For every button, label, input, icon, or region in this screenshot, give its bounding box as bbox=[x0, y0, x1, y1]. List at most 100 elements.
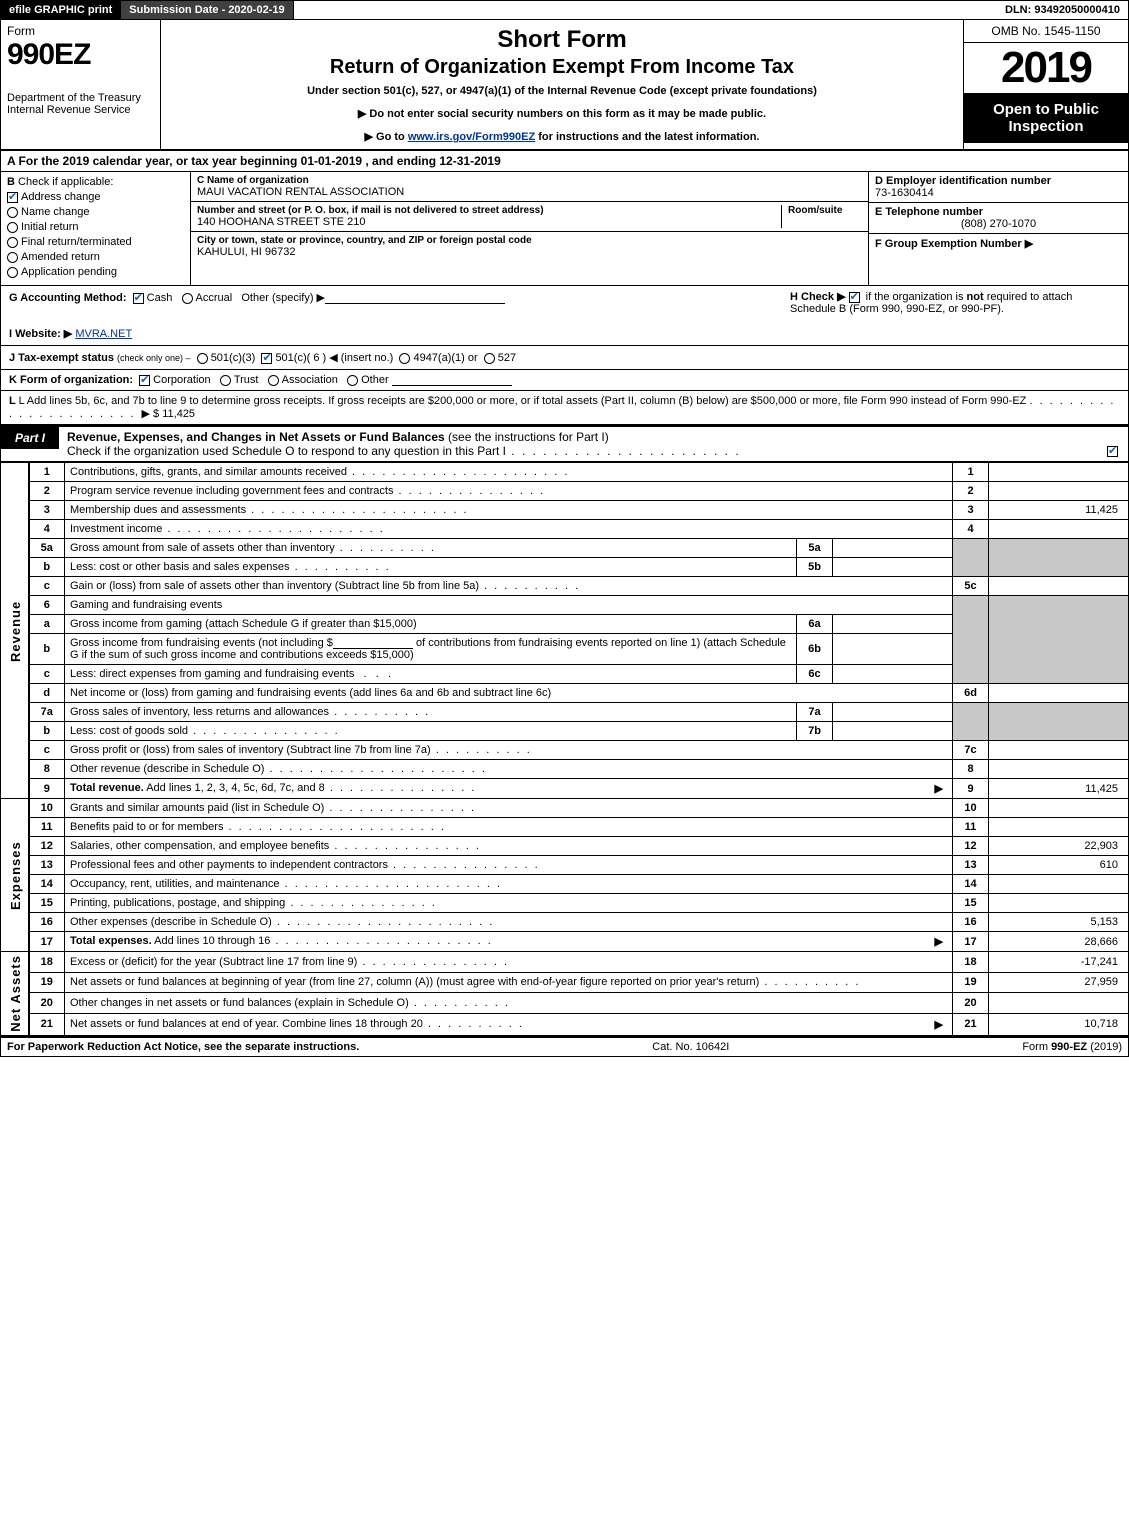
line-desc-text: Gain or (loss) from sale of assets other… bbox=[70, 580, 479, 592]
line-desc-text: Net assets or fund balances at beginning… bbox=[70, 976, 759, 988]
checkbox-h-schedule-b[interactable] bbox=[849, 292, 860, 303]
line-desc-bold: Total revenue. bbox=[70, 782, 144, 794]
checkbox-4947[interactable] bbox=[399, 353, 410, 364]
line-18-desc: Excess or (deficit) for the year (Subtra… bbox=[65, 952, 953, 973]
omb-number: OMB No. 1545-1150 bbox=[964, 20, 1128, 43]
checkbox-corporation[interactable] bbox=[139, 375, 150, 386]
line-13: 13 Professional fees and other payments … bbox=[1, 856, 1129, 875]
line-7c: c Gross profit or (loss) from sales of i… bbox=[1, 741, 1129, 760]
line-desc-text: Other expenses (describe in Schedule O) bbox=[70, 916, 272, 928]
page-footer: For Paperwork Reduction Act Notice, see … bbox=[0, 1036, 1129, 1057]
line-6d-desc: Net income or (loss) from gaming and fun… bbox=[65, 684, 953, 703]
j-4947: 4947(a)(1) or bbox=[413, 352, 477, 364]
line-7a: 7a Gross sales of inventory, less return… bbox=[1, 703, 1129, 722]
checkbox-cash[interactable] bbox=[133, 293, 144, 304]
checkbox-name-change[interactable] bbox=[7, 207, 18, 218]
part-i-check-cell bbox=[1100, 427, 1128, 457]
ein-value: 73-1630414 bbox=[875, 187, 1122, 199]
dots-icon bbox=[270, 935, 492, 947]
checkbox-527[interactable] bbox=[484, 353, 495, 364]
line-desc-text: Printing, publications, postage, and shi… bbox=[70, 897, 285, 909]
line-19-rn: 19 bbox=[953, 972, 989, 993]
h-text2: if the organization is bbox=[863, 291, 967, 303]
part-i-label: Part I bbox=[1, 427, 59, 449]
part-i-dots bbox=[506, 444, 741, 458]
line-desc-text: Investment income bbox=[70, 523, 162, 535]
line-3-num: 3 bbox=[29, 501, 65, 520]
g-other: Other (specify) ▶ bbox=[241, 292, 325, 304]
k-other-blank bbox=[392, 374, 512, 386]
checkbox-accrual[interactable] bbox=[182, 293, 193, 304]
checkbox-address-change[interactable] bbox=[7, 192, 18, 203]
line-14-rn: 14 bbox=[953, 875, 989, 894]
line-10-rn: 10 bbox=[953, 799, 989, 818]
check-label: Initial return bbox=[21, 221, 78, 233]
checkbox-application-pending[interactable] bbox=[7, 267, 18, 278]
column-de: D Employer identification number 73-1630… bbox=[868, 172, 1128, 285]
form-header: Form 990EZ Department of the Treasury In… bbox=[0, 20, 1129, 150]
k-label: K Form of organization: bbox=[9, 374, 133, 386]
checkbox-trust[interactable] bbox=[220, 375, 231, 386]
dots-icon bbox=[347, 466, 569, 478]
line-11-rn: 11 bbox=[953, 818, 989, 837]
line-17-amt: 28,666 bbox=[989, 932, 1129, 952]
checkbox-501c[interactable] bbox=[261, 353, 272, 364]
line-16-rn: 16 bbox=[953, 913, 989, 932]
j-527: 527 bbox=[498, 352, 516, 364]
line-8-rn: 8 bbox=[953, 760, 989, 779]
line-13-num: 13 bbox=[29, 856, 65, 875]
blank-line bbox=[333, 637, 413, 649]
checkbox-501c3[interactable] bbox=[197, 353, 208, 364]
line-5c-rn: 5c bbox=[953, 577, 989, 596]
checkbox-final-return[interactable] bbox=[7, 237, 18, 248]
phone-value: (808) 270-1070 bbox=[875, 218, 1122, 230]
line-6b-subamt bbox=[833, 634, 953, 665]
dots-icon bbox=[759, 976, 860, 988]
dots-icon bbox=[290, 561, 391, 573]
line-9-num: 9 bbox=[29, 779, 65, 799]
line-desc-text: Membership dues and assessments bbox=[70, 504, 246, 516]
check-label: Amended return bbox=[21, 251, 100, 263]
line-21: 21 Net assets or fund balances at end of… bbox=[1, 1013, 1129, 1035]
line-13-rn: 13 bbox=[953, 856, 989, 875]
tax-year: 2019 bbox=[964, 43, 1128, 93]
line-4-num: 4 bbox=[29, 520, 65, 539]
shaded-cell bbox=[953, 596, 989, 684]
street-value: 140 HOOHANA STREET STE 210 bbox=[197, 216, 775, 228]
line-15-num: 15 bbox=[29, 894, 65, 913]
check-name-change: Name change bbox=[7, 206, 184, 218]
line-10: Expenses 10 Grants and similar amounts p… bbox=[1, 799, 1129, 818]
checkbox-association[interactable] bbox=[268, 375, 279, 386]
line-1-rn: 1 bbox=[953, 463, 989, 482]
efile-tag[interactable]: efile GRAPHIC print bbox=[1, 1, 121, 19]
form-word: Form bbox=[7, 24, 154, 38]
dots-icon bbox=[393, 485, 545, 497]
line-20: 20 Other changes in net assets or fund b… bbox=[1, 993, 1129, 1014]
line-4-desc: Investment income bbox=[65, 520, 953, 539]
line-desc-text: Less: cost or other basis and sales expe… bbox=[70, 561, 290, 573]
header-right: OMB No. 1545-1150 2019 Open to Public In… bbox=[963, 20, 1128, 149]
line-15-amt bbox=[989, 894, 1129, 913]
checkbox-amended-return[interactable] bbox=[7, 252, 18, 263]
checkbox-schedule-o[interactable] bbox=[1107, 446, 1118, 457]
group-exemption-header: F Group Exemption Number ▶ bbox=[875, 238, 1033, 250]
line-17-desc: Total expenses. Add lines 10 through 16 bbox=[65, 932, 953, 952]
irs-link[interactable]: www.irs.gov/Form990EZ bbox=[408, 131, 535, 143]
line-6b-desc: Gross income from fundraising events (no… bbox=[65, 634, 797, 665]
check-amended-return: Amended return bbox=[7, 251, 184, 263]
website-link[interactable]: MVRA.NET bbox=[75, 328, 132, 340]
line-desc-text: Benefits paid to or for members bbox=[70, 821, 223, 833]
line-3-rn: 3 bbox=[953, 501, 989, 520]
line-7c-amt bbox=[989, 741, 1129, 760]
line-5c-amt bbox=[989, 577, 1129, 596]
line-17-num: 17 bbox=[29, 932, 65, 952]
dots-icon bbox=[357, 956, 509, 968]
line-6b-subnum: 6b bbox=[797, 634, 833, 665]
expenses-side-label: Expenses bbox=[1, 799, 29, 952]
checkbox-initial-return[interactable] bbox=[7, 222, 18, 233]
checkbox-other[interactable] bbox=[347, 375, 358, 386]
line-6d-rn: 6d bbox=[953, 684, 989, 703]
line-7b-subnum: 7b bbox=[797, 722, 833, 741]
check-final-return: Final return/terminated bbox=[7, 236, 184, 248]
org-name-row: C Name of organization MAUI VACATION REN… bbox=[191, 172, 868, 202]
